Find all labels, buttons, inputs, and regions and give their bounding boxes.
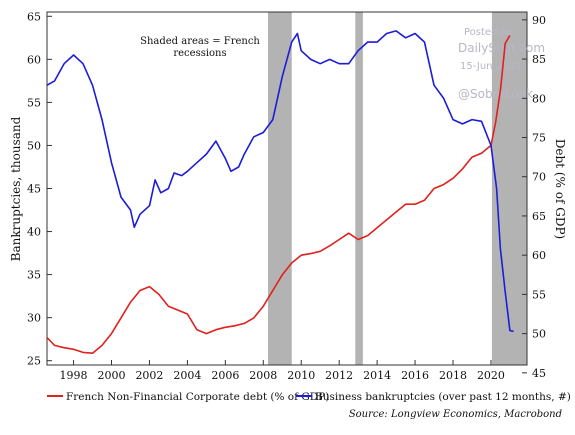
recession-annotation-line2: recessions [173, 48, 226, 59]
left-tick-label-50: 50 [27, 139, 41, 152]
recession-shading [268, 12, 527, 365]
x-tick-label-2018: 2018 [439, 369, 467, 382]
legend-label-bankruptcies: Business bankruptcies (over past 12 mont… [315, 391, 571, 403]
series-lines [46, 30, 514, 354]
source-note: Source: Longview Economics, Macrobond [349, 409, 562, 420]
right-tick-label-65: 65 [532, 210, 546, 223]
right-tick-label-50: 50 [532, 328, 546, 341]
right-tick-label-60: 60 [532, 249, 546, 262]
left-tick-label-60: 60 [27, 53, 41, 66]
left-tick-label-30: 30 [27, 312, 41, 325]
watermark-site: DailyShot.com [458, 41, 545, 55]
x-tick-label-1998: 1998 [60, 369, 88, 382]
debt-series-line [46, 35, 511, 354]
right-tick-label-80: 80 [532, 92, 546, 105]
recession-annotation-line1: Shaded areas = French [140, 36, 260, 47]
bankruptcies-series-line [46, 30, 514, 333]
legend-label-debt: French Non-Financial Corporate debt (% o… [66, 391, 329, 403]
left-axis-label: Bankruptcies, thousand [9, 116, 23, 261]
watermark-posted-on: Posted on [464, 27, 513, 38]
watermark-handle: @SoberLook [458, 87, 533, 101]
recession-band-2 [355, 12, 363, 365]
left-tick-label-25: 25 [27, 355, 41, 368]
x-tick-label-2006: 2006 [211, 369, 239, 382]
left-tick-label-35: 35 [27, 269, 41, 282]
x-tick-label-2000: 2000 [98, 369, 126, 382]
x-tick-label-2014: 2014 [363, 369, 391, 382]
x-tick-label-2002: 2002 [135, 369, 163, 382]
left-tick-label-55: 55 [27, 96, 41, 109]
watermark-date: 15-Jun-2021 [460, 61, 522, 72]
right-axis-ticks: 45 50 55 60 65 70 75 80 85 90 [522, 14, 546, 380]
legend: French Non-Financial Corporate debt (% o… [47, 391, 571, 403]
right-tick-label-75: 75 [532, 132, 546, 145]
left-tick-label-40: 40 [27, 226, 41, 239]
left-tick-label-65: 65 [27, 10, 41, 23]
right-tick-label-55: 55 [532, 288, 546, 301]
x-tick-label-2012: 2012 [325, 369, 353, 382]
left-axis-ticks: 25 30 35 40 45 50 55 60 65 [27, 10, 52, 368]
right-tick-label-70: 70 [532, 171, 546, 184]
right-tick-label-85: 85 [532, 53, 546, 66]
x-tick-label-2016: 2016 [401, 369, 429, 382]
left-tick-label-45: 45 [27, 183, 41, 196]
watermark: Posted on DailyShot.com 15-Jun-2021 @Sob… [458, 27, 545, 101]
x-tick-label-2010: 2010 [287, 369, 315, 382]
x-tick-label-2004: 2004 [173, 369, 201, 382]
recession-band-3 [491, 12, 527, 365]
right-axis-label: Debt (% of GDP) [553, 139, 567, 239]
x-axis-ticks: 1998 2000 2002 2004 2006 2008 2010 2012 2014 2016… [60, 360, 505, 382]
right-tick-label-90: 90 [532, 14, 546, 27]
right-tick-label-45: 45 [532, 367, 546, 380]
recession-band-1 [268, 12, 292, 365]
x-tick-label-2008: 2008 [249, 369, 277, 382]
x-tick-label-2020: 2020 [477, 369, 505, 382]
